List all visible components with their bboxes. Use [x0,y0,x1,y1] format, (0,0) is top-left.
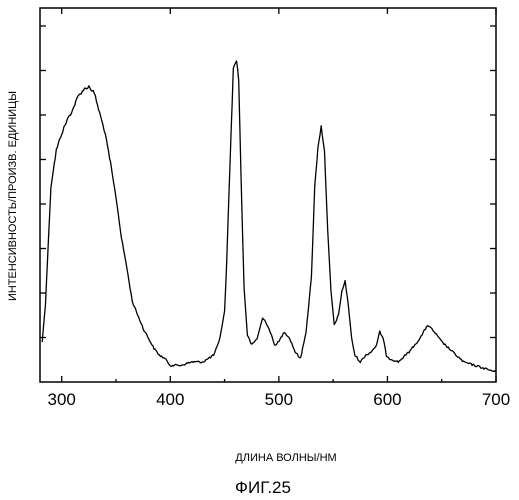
x-tick-label: 700 [482,390,510,409]
x-tick-label: 500 [265,390,293,409]
x-tick-label: 400 [156,390,184,409]
spectrum-line [42,61,496,372]
x-tick-labels: 300 400 500 600 700 [48,390,511,409]
x-tick-label: 300 [48,390,76,409]
x-axis-title: ДЛИНА ВОЛНЫ/НМ [235,452,336,464]
x-tick-label: 600 [373,390,401,409]
figure-caption: ФИГ.25 [235,478,291,497]
y-axis-title: ИНТЕНСИВНОСТЬ/ПРОИЗВ. ЕДИНИЦЫ [7,91,19,301]
